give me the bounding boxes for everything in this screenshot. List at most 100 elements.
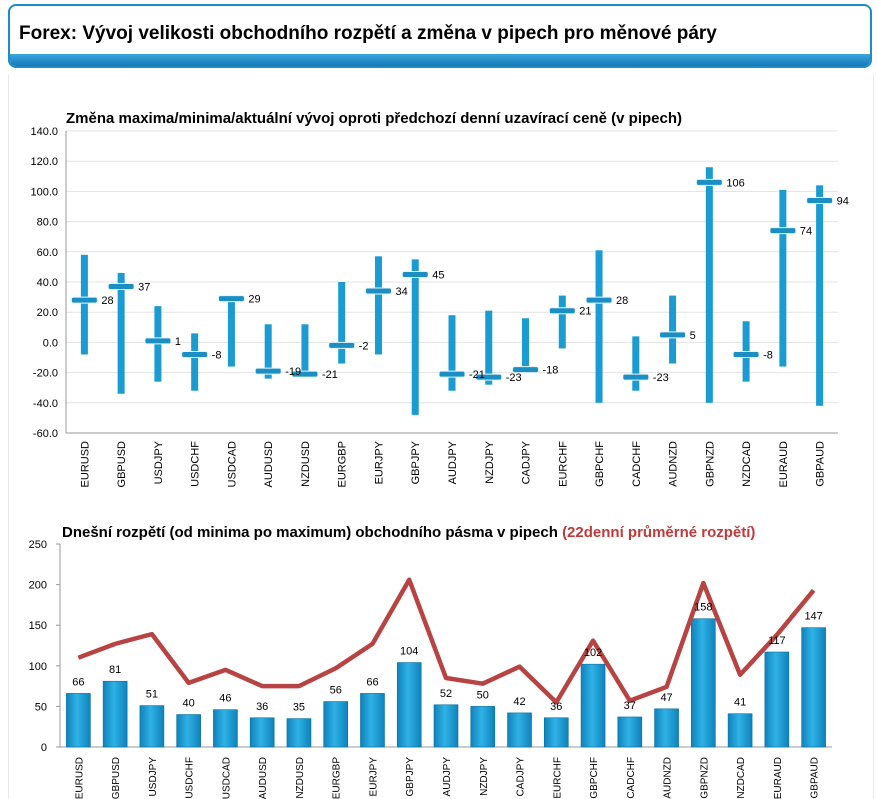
y-tick-label: 140.0: [30, 126, 58, 138]
range-bar: [286, 718, 312, 748]
x-tick-label: AUDUSD: [263, 441, 275, 488]
x-tick-label: AUDNZD: [663, 757, 674, 799]
range-bar: [191, 333, 199, 391]
range-bar: [117, 272, 125, 394]
y-tick-label: -20.0: [33, 368, 58, 380]
x-tick-label: EURCHF: [552, 757, 563, 799]
range-bar: [102, 680, 128, 748]
x-tick-label: USDCHF: [185, 757, 196, 799]
x-tick-label: GBPCHF: [589, 757, 600, 799]
x-tick-label: EURUSD: [74, 757, 85, 799]
range-bar: [507, 712, 532, 748]
range-bar: [764, 651, 790, 748]
chart1-title: Změna maxima/minima/aktuální vývoj oprot…: [66, 110, 682, 127]
data-label: 37: [624, 700, 636, 712]
x-tick-label: GBPJPY: [410, 440, 422, 484]
y-tick-label: 50: [35, 701, 47, 713]
data-label: 29: [248, 294, 260, 306]
x-tick-label: EURCHF: [557, 441, 569, 487]
current-marker: [181, 350, 209, 358]
current-marker: [475, 373, 503, 381]
range-bar: [617, 716, 643, 748]
x-tick-label: GBPUSD: [116, 441, 128, 488]
data-label: -8: [212, 349, 222, 361]
data-label: 117: [768, 635, 786, 647]
x-tick-label: GBPNZD: [704, 441, 716, 487]
data-label: 1: [175, 336, 181, 348]
x-tick-label: NZDJPY: [479, 757, 490, 796]
range-bar: [411, 259, 419, 415]
range-bar: [705, 167, 713, 403]
data-label: 66: [366, 676, 378, 688]
x-tick-label: AUDJPY: [442, 757, 453, 797]
data-label: 66: [72, 676, 84, 688]
data-label: 46: [219, 693, 231, 705]
x-tick-label: AUDJPY: [447, 440, 459, 484]
page-header: Forex: Vývoj velikosti obchodního rozpět…: [8, 4, 872, 68]
y-tick-label: 0: [41, 742, 47, 754]
x-tick-label: USDJPY: [153, 440, 165, 484]
range-bar: [249, 717, 275, 748]
current-marker: [585, 296, 613, 304]
x-tick-label: GBPAUD: [815, 441, 827, 487]
range-bar: [816, 185, 824, 406]
data-label: 28: [101, 295, 113, 307]
y-tick-label: -40.0: [33, 398, 58, 410]
range-bar: [470, 706, 496, 748]
data-label: 147: [804, 611, 822, 623]
range-bar: [360, 693, 385, 748]
data-label: 35: [293, 702, 305, 714]
x-tick-label: CADJPY: [516, 757, 527, 797]
x-tick-label: CADJPY: [521, 440, 533, 484]
data-label: 36: [256, 701, 268, 713]
page-title: Forex: Vývoj velikosti obchodního rozpět…: [19, 23, 717, 44]
data-label: 47: [660, 692, 672, 704]
x-tick-label: EURJPY: [373, 440, 385, 484]
x-tick-label: AUDNZD: [668, 441, 680, 487]
x-tick-label: EURAUD: [773, 757, 784, 799]
x-tick-label: NZDCAD: [736, 757, 747, 799]
data-label: 5: [690, 330, 696, 342]
x-tick-label: EURAUD: [778, 441, 790, 488]
current-marker: [769, 227, 797, 235]
range-bar: [338, 282, 346, 364]
x-tick-label: GBPJPY: [405, 757, 416, 797]
current-marker: [401, 270, 429, 278]
current-marker: [328, 341, 356, 349]
chart2-title-main: Dnešní rozpětí (od minima po maximum) ob…: [62, 524, 558, 541]
current-marker: [364, 287, 392, 295]
y-tick-label: 150: [29, 620, 47, 632]
x-tick-label: EURGBP: [337, 441, 349, 487]
x-tick-label: GBPAUD: [810, 757, 821, 799]
data-label: -8: [763, 349, 773, 361]
y-tick-label: 60.0: [37, 247, 58, 259]
x-tick-label: GBPCHF: [594, 441, 606, 487]
x-tick-label: CADCHF: [626, 757, 637, 799]
range-bar: [66, 693, 91, 748]
range-bar: [176, 714, 201, 748]
range-bar: [779, 189, 787, 367]
y-tick-label: 100.0: [30, 186, 58, 198]
current-marker: [291, 370, 319, 378]
data-label: 28: [616, 295, 628, 307]
data-label: 36: [550, 701, 562, 713]
current-marker: [695, 178, 723, 186]
range-bar: [448, 315, 456, 391]
range-bar: [543, 717, 569, 748]
range-bar: [396, 662, 422, 748]
data-label: 52: [440, 688, 452, 700]
range-bar: [801, 627, 826, 748]
y-tick-label: 100: [29, 661, 47, 673]
x-tick-label: EURUSD: [79, 441, 91, 488]
range-bar: [301, 324, 309, 376]
y-tick-label: 80.0: [37, 217, 58, 229]
data-label: 74: [800, 226, 812, 238]
data-label: -18: [543, 365, 559, 377]
range-bar: [485, 310, 493, 385]
data-label: -2: [359, 340, 369, 352]
data-label: 21: [579, 306, 591, 318]
data-label: 56: [330, 685, 342, 697]
data-label: 102: [584, 647, 602, 659]
y-tick-label: -60.0: [33, 428, 58, 440]
